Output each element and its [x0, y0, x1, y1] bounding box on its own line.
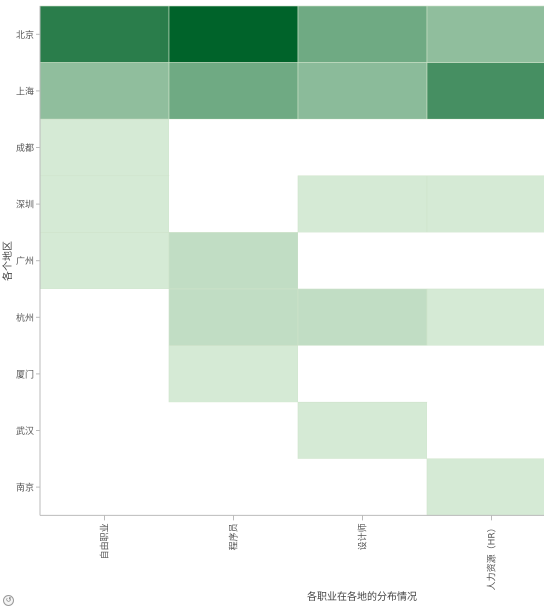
heatmap-cell	[426, 62, 544, 120]
heatmap-cell	[40, 402, 169, 459]
heatmap-cell	[168, 232, 299, 290]
y-tick-label: 上海	[16, 85, 34, 97]
heatmap-cell	[297, 401, 428, 460]
y-tick-label: 深圳	[16, 200, 34, 211]
heatmap-cell	[427, 119, 544, 176]
x-axis-title: 各职业在各地的分布情况	[307, 590, 417, 603]
heatmap-cell	[40, 345, 169, 403]
x-tick-label: 自由职业	[99, 523, 111, 559]
y-tick-label: 成都	[16, 142, 34, 154]
heatmap-cell	[168, 5, 299, 63]
y-tick-label: 杭州	[16, 312, 34, 324]
heatmap-cell	[426, 5, 544, 63]
y-tick-label: 厦门	[16, 368, 34, 380]
heatmap-cell	[39, 175, 170, 233]
heatmap-cell	[40, 289, 169, 346]
heatmap-cell	[298, 345, 427, 403]
reset-icon[interactable]: ↺	[3, 595, 14, 606]
heatmap-cell	[39, 232, 170, 290]
x-tick-label: 人力资源（HR）	[486, 523, 498, 590]
heatmap-cell	[427, 232, 544, 289]
y-tick-label: 广州	[16, 255, 34, 267]
heatmap-cell	[427, 402, 544, 459]
heatmap-cell	[40, 458, 169, 516]
heatmap-cell	[298, 119, 427, 176]
heatmap-cell	[39, 118, 170, 177]
heatmap-cell	[297, 5, 428, 63]
x-tick-label: 设计师	[357, 523, 369, 550]
heatmap-cell	[426, 458, 544, 516]
y-tick-label: 南京	[16, 482, 34, 494]
heatmap-cell	[169, 458, 298, 516]
heatmap-cell	[426, 175, 544, 233]
heatmap-cell	[168, 288, 299, 346]
heatmap-cell	[168, 62, 299, 120]
y-tick-label: 北京	[16, 29, 34, 41]
heatmap-cell	[426, 288, 544, 346]
y-tick-label: 武汉	[16, 425, 34, 437]
heatmap-cell	[297, 62, 428, 120]
heatmap-cell	[427, 345, 544, 403]
heatmap-cell	[298, 458, 427, 516]
heatmap-cell	[39, 62, 170, 120]
heatmap-cell	[297, 175, 428, 233]
heatmap-cell	[298, 232, 427, 289]
heatmap-cell	[39, 5, 170, 63]
heatmap-cell	[169, 119, 298, 176]
heatmap-cell	[297, 288, 428, 346]
heatmap-cell	[169, 402, 298, 459]
heatmap-cell	[168, 345, 299, 403]
x-tick-label: 程序员	[228, 523, 240, 550]
heatmap-cells	[39, 5, 544, 516]
heatmap-cell	[169, 175, 298, 233]
y-axis-title: 各个地区	[1, 241, 14, 281]
